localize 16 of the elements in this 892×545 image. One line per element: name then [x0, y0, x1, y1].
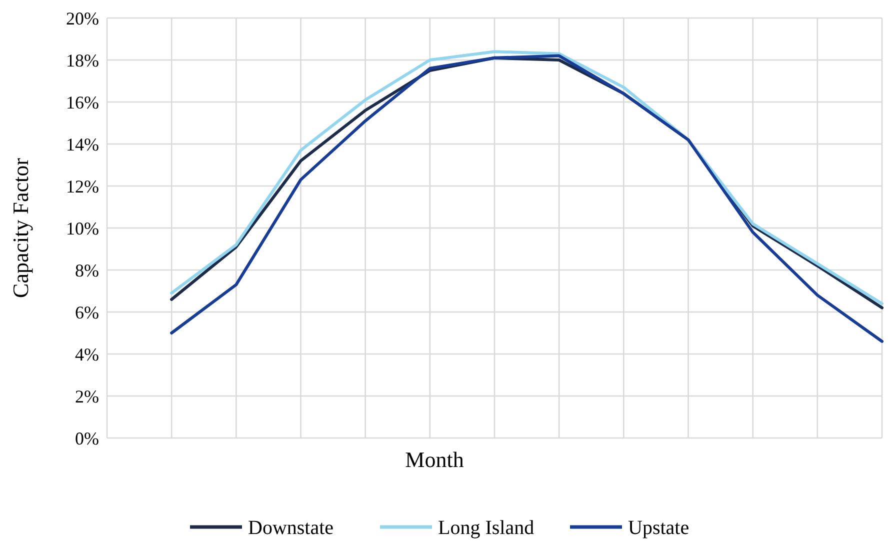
y-tick-label: 0%: [75, 428, 99, 448]
legend-label: Long Island: [438, 517, 534, 539]
y-tick-label: 8%: [75, 260, 99, 280]
y-tick-label: 12%: [66, 176, 99, 196]
y-tick-label: 4%: [75, 344, 99, 364]
y-tick-label: 10%: [66, 218, 99, 238]
y-tick-label: 20%: [66, 8, 99, 28]
y-tick-label: 18%: [66, 50, 99, 70]
y-tick-label: 2%: [75, 386, 99, 406]
legend-label: Downstate: [248, 517, 334, 539]
legend-label: Upstate: [628, 517, 690, 539]
y-tick-label: 6%: [75, 302, 99, 322]
y-tick-label: 14%: [66, 134, 99, 154]
y-tick-label: 16%: [66, 92, 99, 112]
y-axis-title: Capacity Factor: [8, 157, 33, 298]
x-axis-title: Month: [405, 447, 464, 472]
